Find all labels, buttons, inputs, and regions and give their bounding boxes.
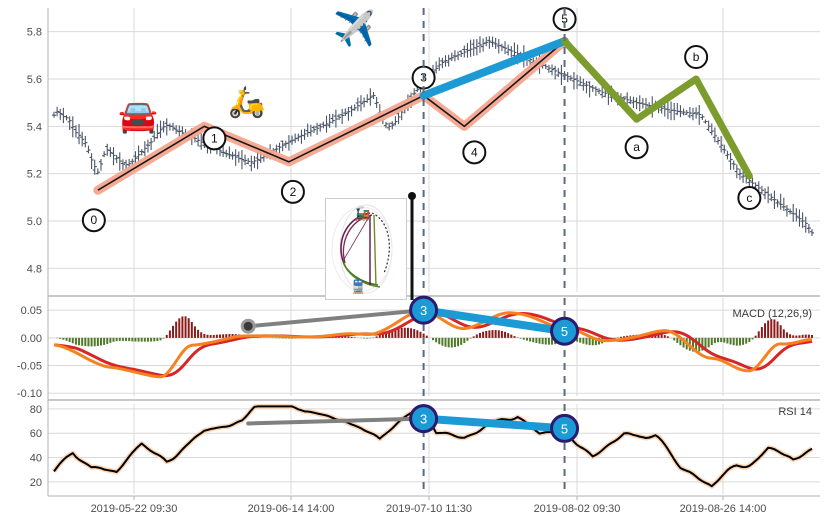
wave-label-0: 0 xyxy=(81,208,106,233)
y-tick-label: 0.00 xyxy=(21,333,42,345)
rsi-divergence-marker-5[interactable]: 5 xyxy=(550,413,580,443)
y-tick-label: 20 xyxy=(30,477,42,489)
x-tick-label: 2019-08-26 14:00 xyxy=(680,503,767,515)
macd-panel-label: MACD (12,26,9) xyxy=(733,308,812,320)
macd-divergence-marker-3[interactable]: 3 xyxy=(409,295,439,325)
macd-y-axis-ticks: 0.05 0.00 -0.05 -0.10 xyxy=(17,305,42,400)
wave-label-c: c xyxy=(737,186,762,211)
price-y-axis-ticks: 4.8 5.0 5.2 5.4 5.6 5.8 xyxy=(27,27,42,276)
x-tick-label: 2019-06-14 14:00 xyxy=(248,503,335,515)
rsi-divergence-line xyxy=(419,414,569,433)
x-tick-label: 2019-07-10 11:30 xyxy=(386,503,472,515)
macd-divergence-line xyxy=(419,306,569,336)
x-tick-label: 2019-05-22 09:30 xyxy=(91,503,178,515)
y-tick-label: 60 xyxy=(30,428,42,440)
wave-label-b: b xyxy=(684,45,709,69)
x-axis-ticks: 2019-05-22 09:30 2019-06-14 14:00 2019-07-… xyxy=(91,496,767,515)
inset-bottom-train-icon: 🚆 xyxy=(350,279,366,294)
svg-text:1: 1 xyxy=(211,131,218,145)
y-tick-label: 4.8 xyxy=(27,263,42,275)
y-tick-label: -0.05 xyxy=(17,361,42,373)
y-tick-label: 5.8 xyxy=(27,27,42,39)
airplane-emoji: ✈️ xyxy=(333,10,376,48)
inset-diagram: 🚂 🚆 xyxy=(331,204,393,294)
wave-labels-group: 012345abc xyxy=(81,7,762,233)
y-tick-label: 5.4 xyxy=(27,121,42,133)
ferris-wheel-inset[interactable]: 🚂 🚆 xyxy=(325,198,407,300)
price-divergence-line xyxy=(419,37,569,100)
svg-text:a: a xyxy=(633,140,640,154)
svg-text:3: 3 xyxy=(420,412,427,427)
y-tick-label: 5.2 xyxy=(27,169,42,181)
rsi-trend-line xyxy=(246,416,426,426)
svg-text:4: 4 xyxy=(471,145,478,159)
car-emoji: 🚘 xyxy=(118,98,158,134)
svg-text:5: 5 xyxy=(561,12,568,26)
y-tick-label: 80 xyxy=(30,404,42,416)
rsi-panel-label: RSI 14 xyxy=(778,406,812,418)
wave-label-2: 2 xyxy=(280,179,305,204)
y-tick-label: 40 xyxy=(30,453,42,465)
divergence-markers: 3 5 3 5 xyxy=(409,295,580,443)
wave-label-a: a xyxy=(624,135,649,160)
macd-trend-start-marker xyxy=(240,318,256,334)
svg-text:0: 0 xyxy=(91,213,98,227)
svg-text:3: 3 xyxy=(420,303,427,318)
wave-label-4: 4 xyxy=(462,140,487,165)
y-tick-label: 5.6 xyxy=(27,74,42,86)
impulse-wave-line xyxy=(97,40,566,191)
wave-label-5: 5 xyxy=(552,7,577,32)
wave-label-1: 1 xyxy=(202,126,227,151)
macd-divergence-marker-5[interactable]: 5 xyxy=(550,316,580,346)
inset-connector-dot xyxy=(408,192,416,200)
inset-connector xyxy=(408,192,416,300)
x-tick-label: 2019-08-02 09:30 xyxy=(534,503,621,515)
rsi-panel: 80 60 40 20 RSI 14 xyxy=(30,402,820,496)
y-tick-label: 0.05 xyxy=(21,305,42,317)
rsi-divergence-marker-3[interactable]: 3 xyxy=(409,404,439,434)
macd-trend-line xyxy=(246,308,426,329)
rsi-y-axis-ticks: 80 60 40 20 xyxy=(30,404,42,489)
svg-text:2: 2 xyxy=(290,185,297,199)
y-tick-label: 5.0 xyxy=(27,216,42,228)
correction-wave-line xyxy=(561,37,753,180)
svg-text:5: 5 xyxy=(561,421,568,436)
svg-text:c: c xyxy=(746,191,752,205)
svg-text:5: 5 xyxy=(561,324,568,339)
price-panel: 4.85.05.25.45.65.8 012345abc xyxy=(27,7,820,292)
y-tick-label: -0.10 xyxy=(17,388,42,400)
inset-top-train-icon: 🚂 xyxy=(354,206,370,221)
svg-text:b: b xyxy=(693,50,700,64)
scooter-emoji: 🛵 xyxy=(228,86,266,119)
